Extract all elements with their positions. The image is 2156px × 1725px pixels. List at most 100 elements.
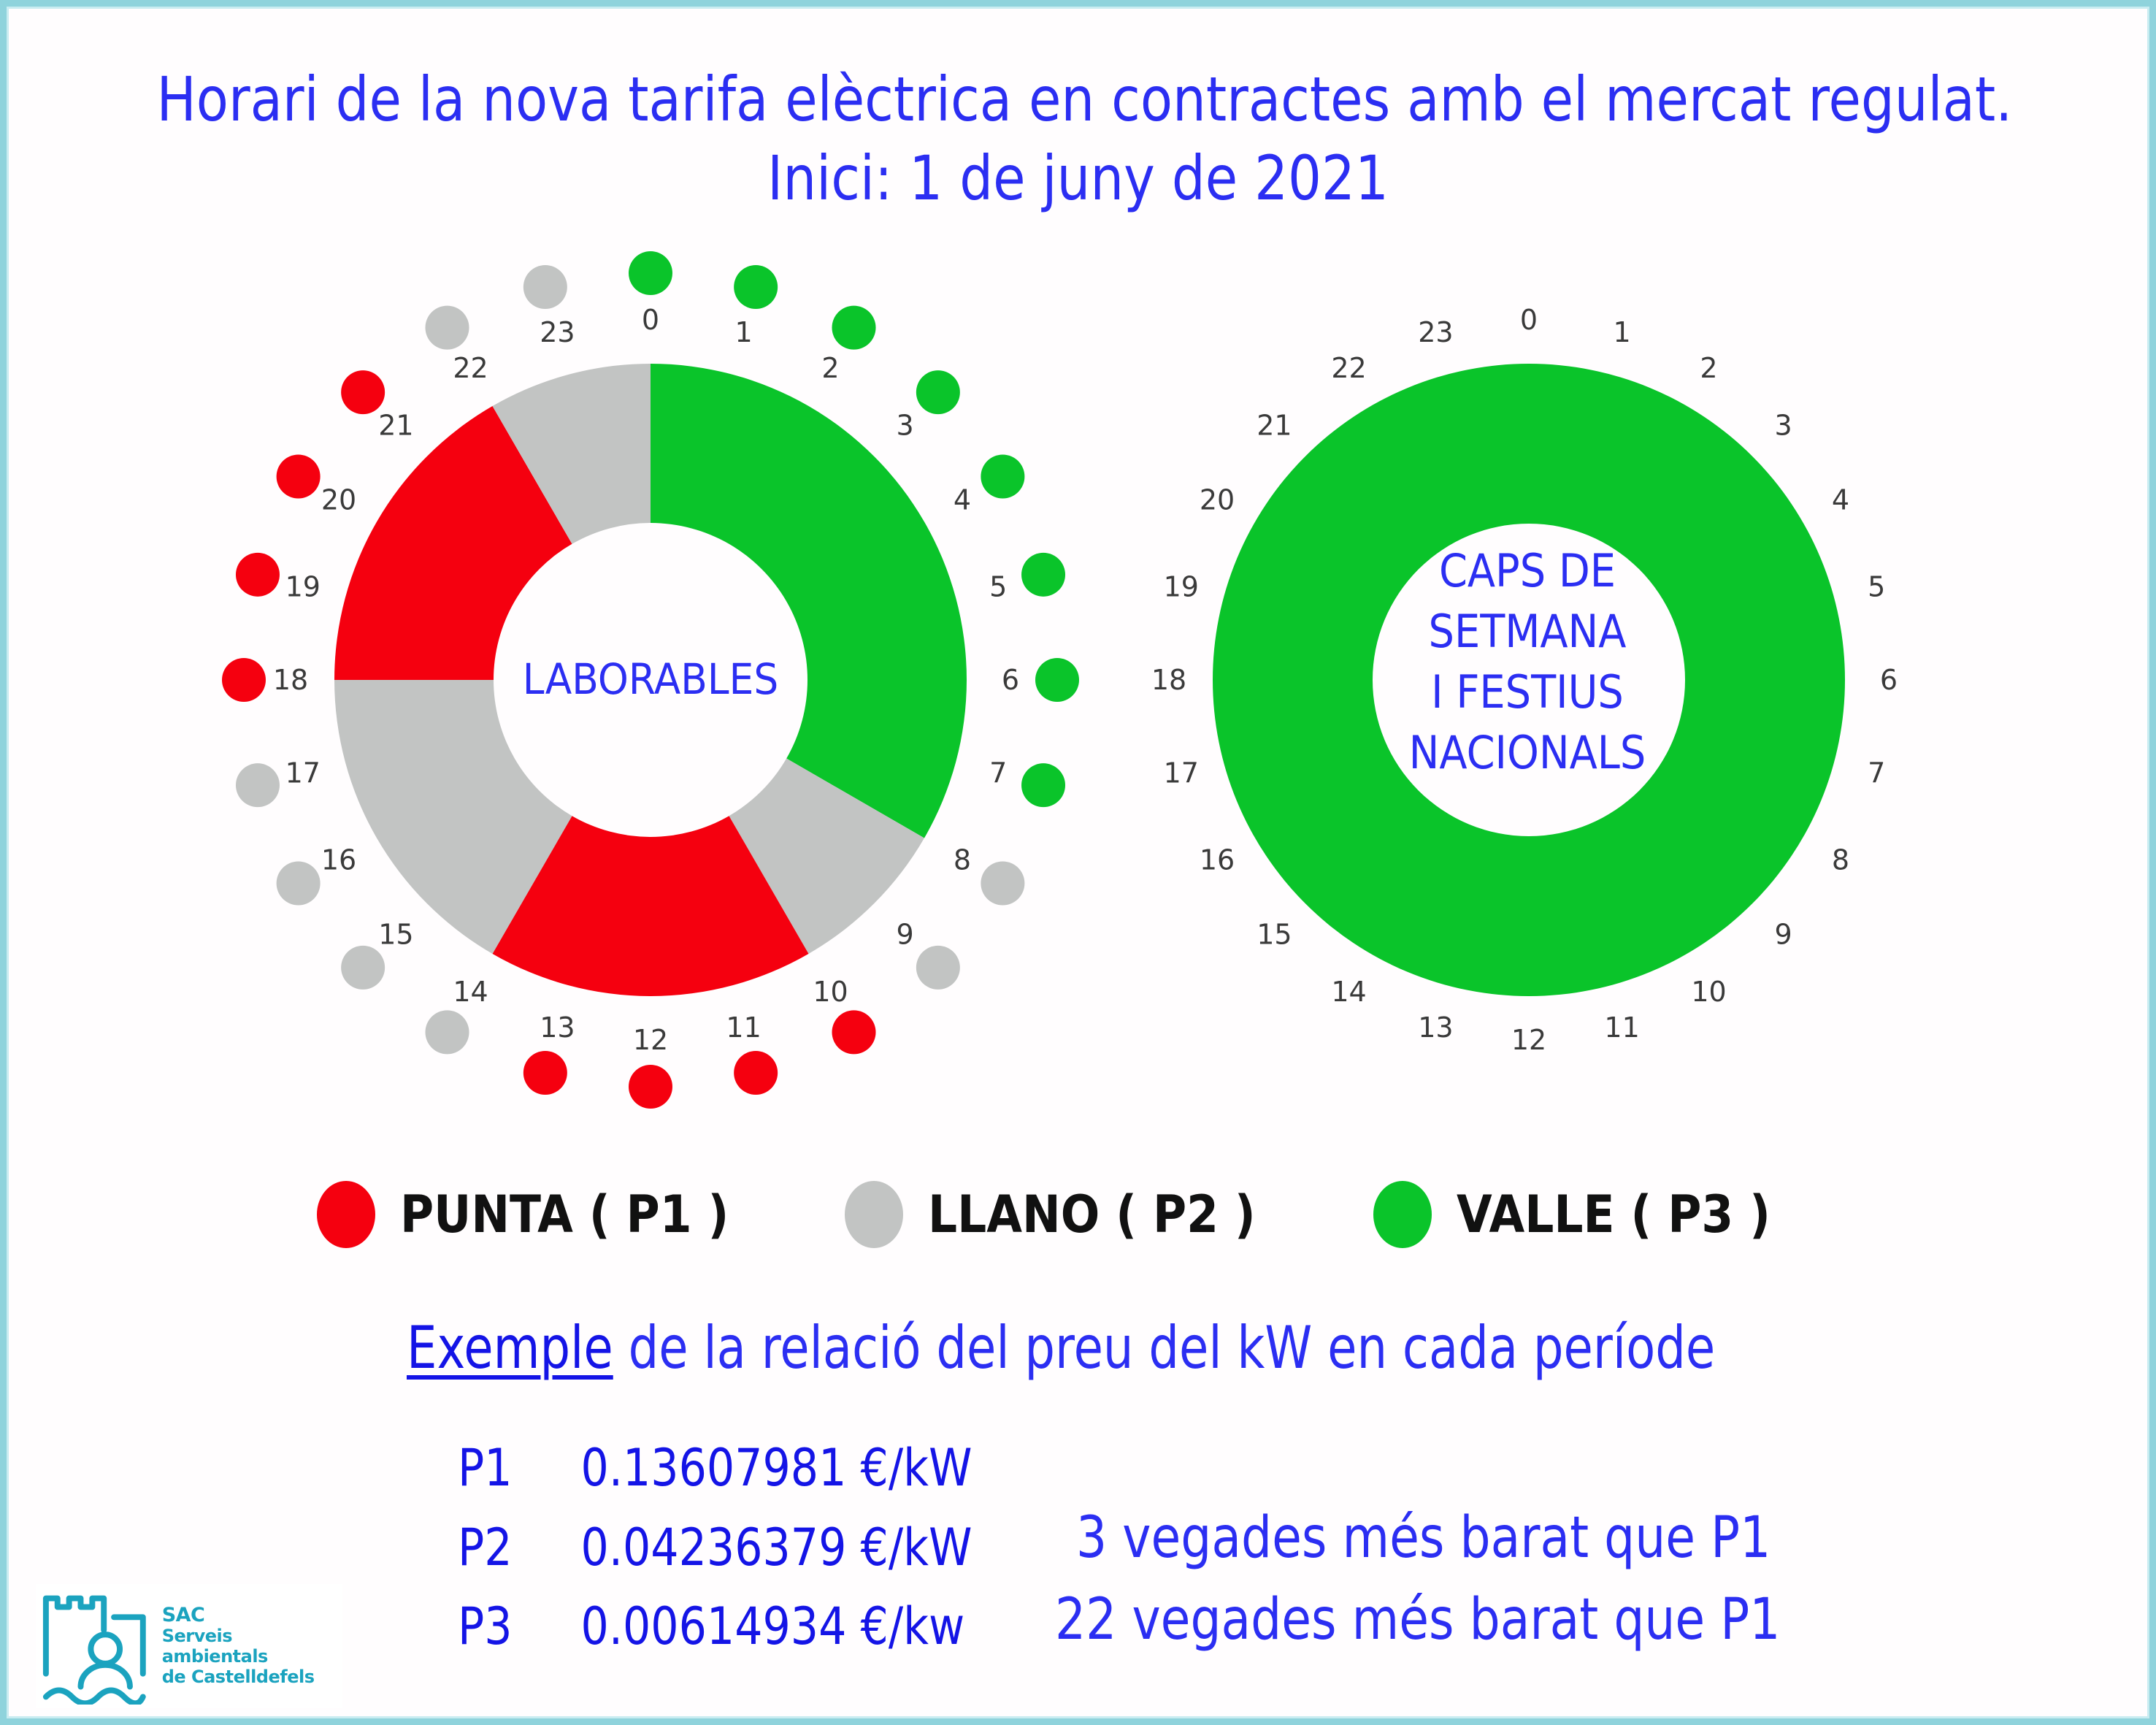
example-heading-rest: de la relació del preu del kW en cada pe…: [613, 1314, 1716, 1382]
hour-label: 6: [1002, 664, 1019, 696]
hour-label: 16: [1200, 844, 1235, 876]
hour-label: 4: [954, 484, 971, 516]
price-row-p2: P2 0.04236379 €/kW: [458, 1518, 972, 1577]
hour-dot-icon: [981, 861, 1025, 906]
hour-label: 10: [813, 976, 848, 1008]
hour-dot-icon: [734, 1051, 778, 1095]
hour-label: 11: [726, 1011, 761, 1044]
hour-label: 19: [285, 570, 321, 603]
hour-label: 18: [273, 664, 308, 696]
hour-label: 15: [378, 919, 413, 951]
period-price: 0.00614934 €/kw: [580, 1596, 965, 1656]
period-label: P3: [458, 1596, 513, 1656]
hour-dot-icon: [981, 454, 1025, 499]
hour-dot-icon: [425, 1010, 469, 1055]
hour-label: 17: [285, 757, 321, 789]
donut-segment-valle: [651, 364, 967, 838]
hour-dot-icon: [341, 945, 385, 990]
hour-label: 8: [954, 844, 971, 876]
hour-label: 1: [1614, 316, 1631, 348]
legend-item-punta: PUNTA ( P1 ): [317, 1178, 765, 1251]
hour-dot-icon: [523, 1051, 567, 1095]
sac-logo: SAC Serveis ambientals de Castelldefels: [36, 1584, 342, 1708]
hour-label: 9: [897, 919, 914, 951]
example-heading: Exemple de la relació del preu del kW en…: [407, 1314, 1715, 1382]
hour-label: 23: [1418, 316, 1453, 348]
hour-dot-icon: [235, 552, 280, 597]
hour-label: 9: [1775, 919, 1792, 951]
hour-label: 21: [1257, 409, 1292, 441]
castle-person-waves-icon: [42, 1595, 146, 1705]
hour-dot-icon: [523, 264, 567, 309]
hour-dot-icon: [832, 1010, 876, 1055]
hour-label: 23: [540, 316, 575, 348]
example-underlined-word: Exemple: [407, 1314, 613, 1382]
hour-dot-icon: [629, 251, 672, 295]
price-row-p3: P3 0.00614934 €/kw: [458, 1596, 964, 1656]
hour-label: 3: [897, 409, 914, 441]
legend-dot-green-icon: [1373, 1181, 1432, 1248]
hour-label: 19: [1164, 570, 1199, 603]
page-subtitle: Inici: 1 de juny de 2021: [767, 142, 1389, 214]
price-row-p1: P1 0.13607981 €/kW: [458, 1438, 972, 1498]
hour-label: 12: [1511, 1024, 1546, 1056]
hour-label: 6: [1880, 664, 1898, 696]
donut-segment-llano: [334, 680, 572, 954]
hour-dot-icon: [1021, 763, 1066, 808]
hour-label: 15: [1257, 919, 1292, 951]
logo-text: SAC Serveis ambientals de Castelldefels: [161, 1605, 342, 1688]
hour-dot-icon: [222, 658, 266, 702]
hour-label: 14: [1331, 976, 1366, 1008]
hour-dot-icon: [734, 264, 778, 309]
ratio-p2: 3 vegades més barat que P1: [1076, 1505, 1771, 1571]
donut-segment-punta: [492, 816, 809, 996]
weekend-center-label-line: I FESTIUS: [1431, 665, 1624, 719]
weekend-center-label-line: CAPS DE: [1439, 544, 1616, 597]
hour-label: 4: [1832, 484, 1849, 516]
hour-label: 0: [1520, 304, 1538, 336]
hour-label: 7: [1868, 757, 1885, 789]
hour-label: 8: [1832, 844, 1849, 876]
donut-segment-llano: [492, 364, 651, 544]
legend-label: PUNTA ( P1 ): [400, 1185, 729, 1244]
ratio-p3: 22 vegades més barat que P1: [1055, 1587, 1781, 1653]
hour-label: 12: [633, 1024, 668, 1056]
hour-label: 16: [321, 844, 356, 876]
hour-dot-icon: [276, 454, 321, 499]
legend-label: LLANO ( P2 ): [928, 1185, 1256, 1244]
donut-segment-punta: [334, 406, 572, 680]
hour-dot-icon: [235, 763, 280, 808]
hour-label: 10: [1691, 976, 1726, 1008]
period-price: 0.04236379 €/kW: [580, 1518, 972, 1577]
logo-line2: Serveis ambientals: [161, 1626, 269, 1667]
legend-dot-gray-icon: [845, 1181, 903, 1248]
page-title: Horari de la nova tarifa elèctrica en co…: [156, 64, 2013, 135]
legend-item-valle: VALLE ( P3 ): [1373, 1178, 1806, 1251]
legend-dot-red-icon: [317, 1181, 375, 1248]
weekend-center-label-line: NACIONALS: [1409, 726, 1646, 779]
hour-dot-icon: [341, 370, 385, 415]
hour-label: 20: [321, 484, 356, 516]
hour-label: 5: [989, 570, 1007, 603]
hour-label: 2: [821, 352, 839, 384]
hour-label: 13: [540, 1011, 575, 1044]
hour-dot-icon: [629, 1065, 672, 1109]
hour-label: 14: [453, 976, 488, 1008]
weekday-center-label: LABORABLES: [523, 655, 778, 705]
hour-label: 2: [1700, 352, 1717, 384]
hour-label: 22: [1331, 352, 1366, 384]
legend-label: VALLE ( P3 ): [1457, 1185, 1771, 1244]
hour-label: 13: [1418, 1011, 1453, 1044]
hour-label: 3: [1775, 409, 1792, 441]
logo-line3: de Castelldefels: [161, 1667, 315, 1687]
hour-dot-icon: [916, 370, 960, 415]
hour-label: 0: [642, 304, 659, 336]
hour-label: 5: [1868, 570, 1885, 603]
hour-label: 20: [1200, 484, 1235, 516]
hour-dot-icon: [1035, 658, 1079, 702]
hour-label: 18: [1151, 664, 1186, 696]
